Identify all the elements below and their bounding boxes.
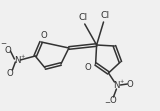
- Text: −: −: [104, 100, 111, 106]
- Text: O: O: [84, 62, 91, 71]
- Text: O: O: [6, 68, 13, 77]
- Text: O: O: [4, 46, 11, 55]
- Text: O: O: [109, 95, 116, 104]
- Text: +: +: [20, 54, 24, 58]
- Text: N: N: [14, 56, 21, 64]
- Text: O: O: [127, 79, 134, 88]
- Text: N: N: [113, 80, 120, 89]
- Text: +: +: [119, 78, 124, 83]
- Text: −: −: [0, 41, 7, 47]
- Text: O: O: [41, 31, 48, 40]
- Text: Cl: Cl: [101, 12, 110, 21]
- Text: Cl: Cl: [78, 14, 87, 23]
